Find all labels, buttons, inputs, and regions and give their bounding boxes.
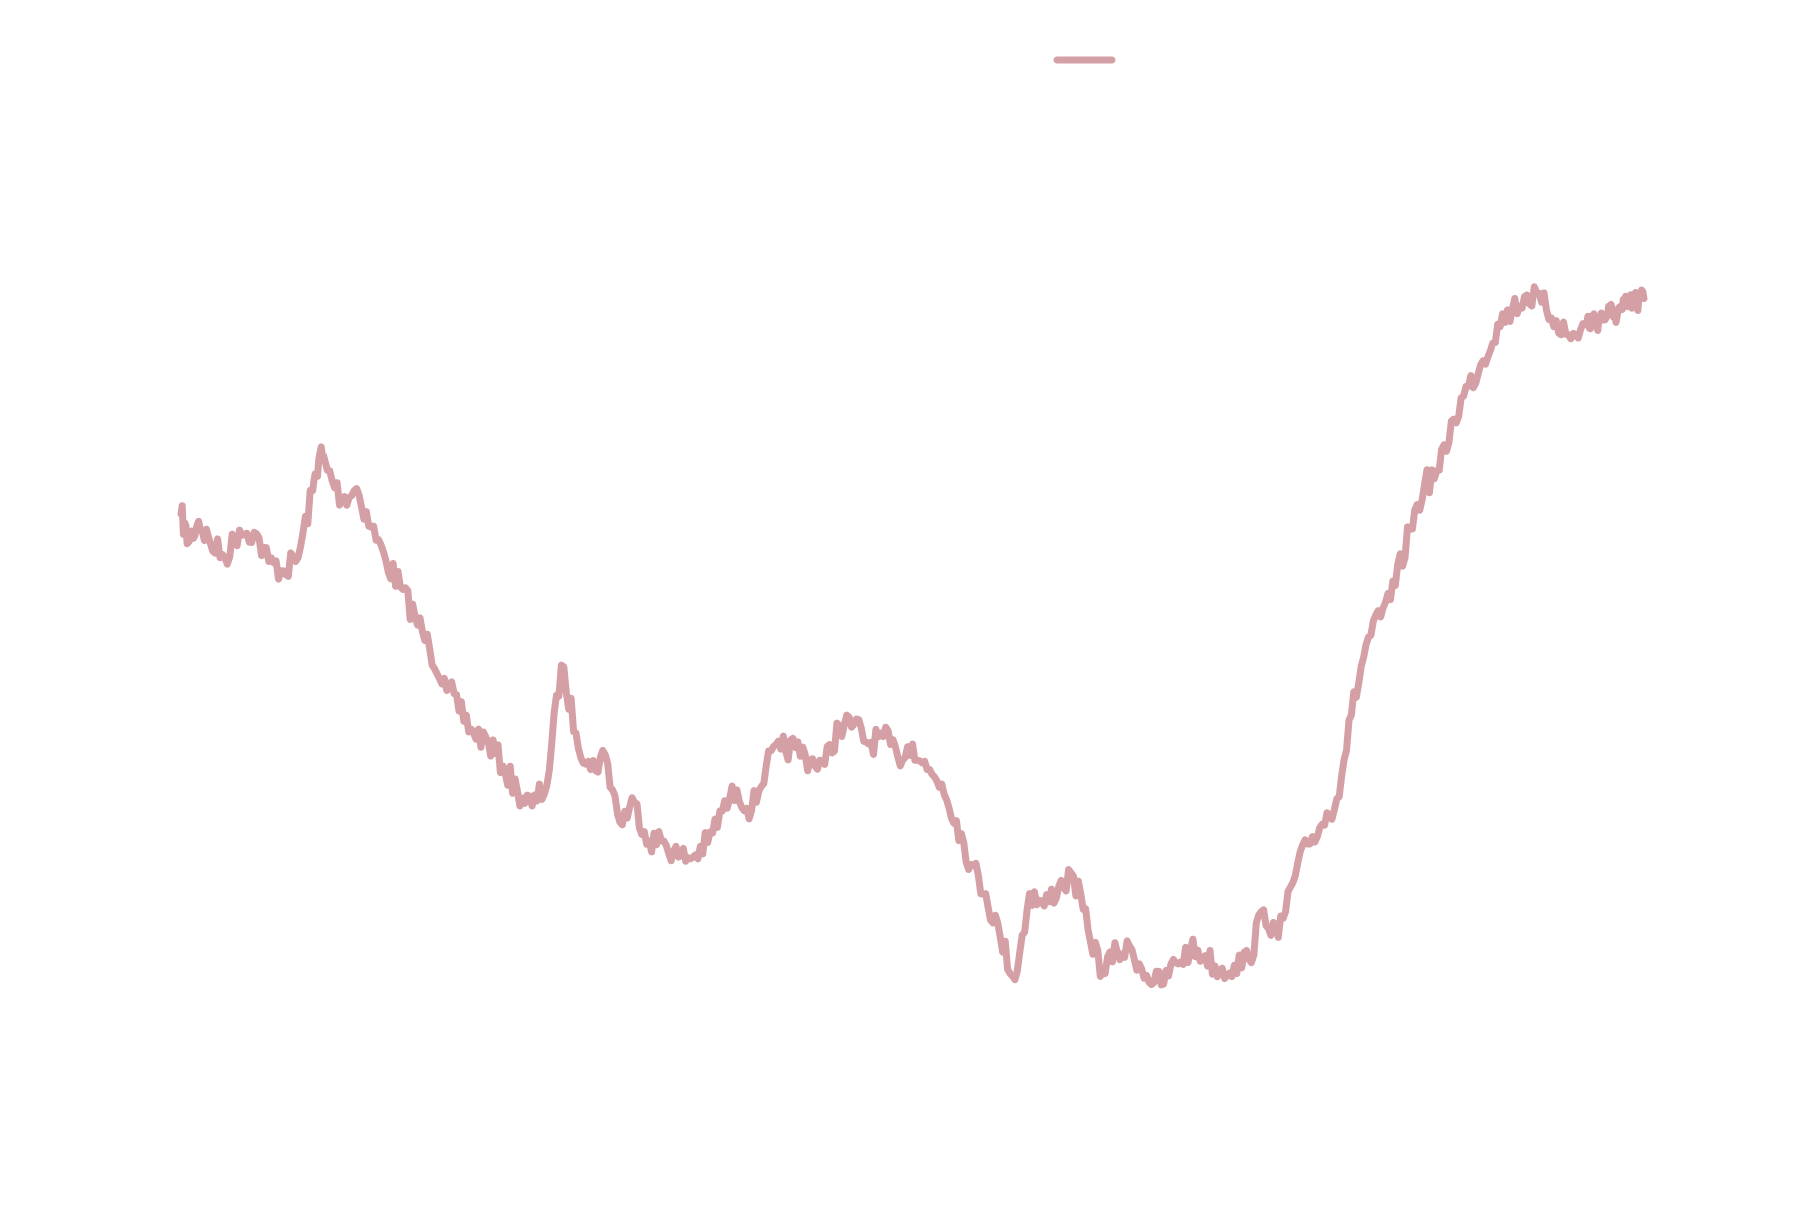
series-line-1 bbox=[177, 283, 1648, 989]
plot-area bbox=[177, 283, 1648, 989]
